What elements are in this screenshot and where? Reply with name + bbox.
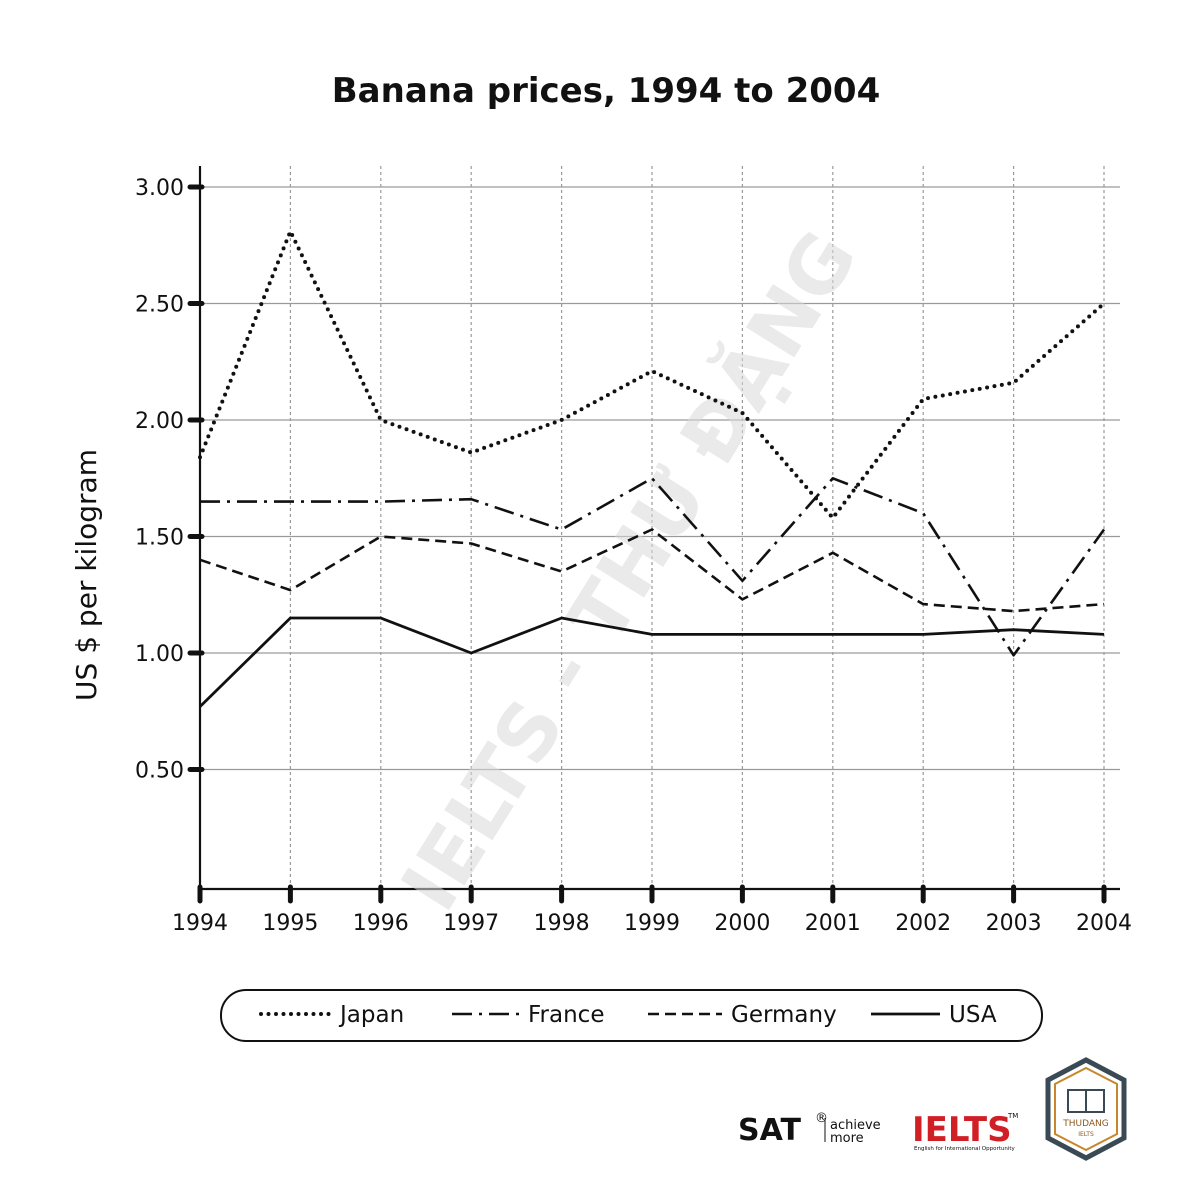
ielts-logo-text: IELTS: [912, 1110, 1012, 1150]
sat-registered-mark: ®: [815, 1111, 828, 1126]
x-tick-label: 2001: [805, 911, 861, 936]
y-tick-label: 2.50: [135, 293, 184, 318]
series-lines: [198, 229, 1106, 708]
x-tick-label: 2004: [1076, 911, 1132, 936]
y-tick-label: 1.00: [135, 642, 184, 667]
y-tick-label: 3.00: [135, 176, 184, 201]
x-tick-label: 2003: [986, 911, 1042, 936]
tick-labels: 0.50 1.00 1.50 2.00 2.50 3.00 1994 1995 1996 1997…: [135, 176, 1132, 936]
sat-tagline-2: more: [830, 1131, 864, 1146]
legend: Japan France Germany USA: [220, 989, 1043, 1042]
chart-title: Banana prices, 1994 to 2004: [332, 71, 881, 111]
sat-tagline-1: achieve: [830, 1118, 881, 1133]
series-line-france: [200, 476, 1106, 657]
x-tick-label: 1994: [172, 911, 228, 936]
x-tick-label: 2002: [895, 911, 951, 936]
x-tick-label: 1996: [353, 911, 409, 936]
series-line-germany: [199, 528, 1105, 613]
x-tick-label: 2000: [714, 911, 770, 936]
x-tick-label: 1997: [443, 911, 499, 936]
y-axis-label: US $ per kilogram: [70, 449, 103, 701]
x-tick-label: 1999: [624, 911, 680, 936]
y-tick-label: 0.50: [135, 759, 184, 784]
x-tick-label: 1998: [534, 911, 590, 936]
y-tick-label: 2.00: [135, 409, 184, 434]
badge-inner-ring: [1054, 1066, 1118, 1152]
series-line-japan: [198, 229, 1106, 520]
badge-sub: IELTS: [1078, 1131, 1094, 1138]
y-tick-label: 1.50: [135, 526, 184, 551]
series-line-usa: [199, 616, 1105, 708]
thudang-badge-logo: THUDANG IELTS: [1045, 1057, 1127, 1161]
sat-logo-text: SAT: [738, 1113, 801, 1148]
legend-box: [220, 989, 1043, 1042]
legend-label-japan: Japan: [338, 1002, 404, 1028]
legend-label-germany: Germany: [731, 1002, 837, 1028]
legend-label-france: France: [528, 1002, 604, 1028]
axes: [187, 166, 1120, 904]
badge-name: THUDANG: [1062, 1119, 1109, 1129]
legend-label-usa: USA: [949, 1002, 997, 1028]
ielts-logo: IELTS TM English for International Oppor…: [912, 1110, 1018, 1152]
sat-logo: SAT ® achieve more: [738, 1111, 881, 1148]
ielts-trademark: TM: [1007, 1112, 1018, 1120]
grid-lines: [200, 166, 1120, 889]
ielts-tagline: English for International Opportunity: [914, 1146, 1016, 1152]
x-tick-label: 1995: [262, 911, 318, 936]
